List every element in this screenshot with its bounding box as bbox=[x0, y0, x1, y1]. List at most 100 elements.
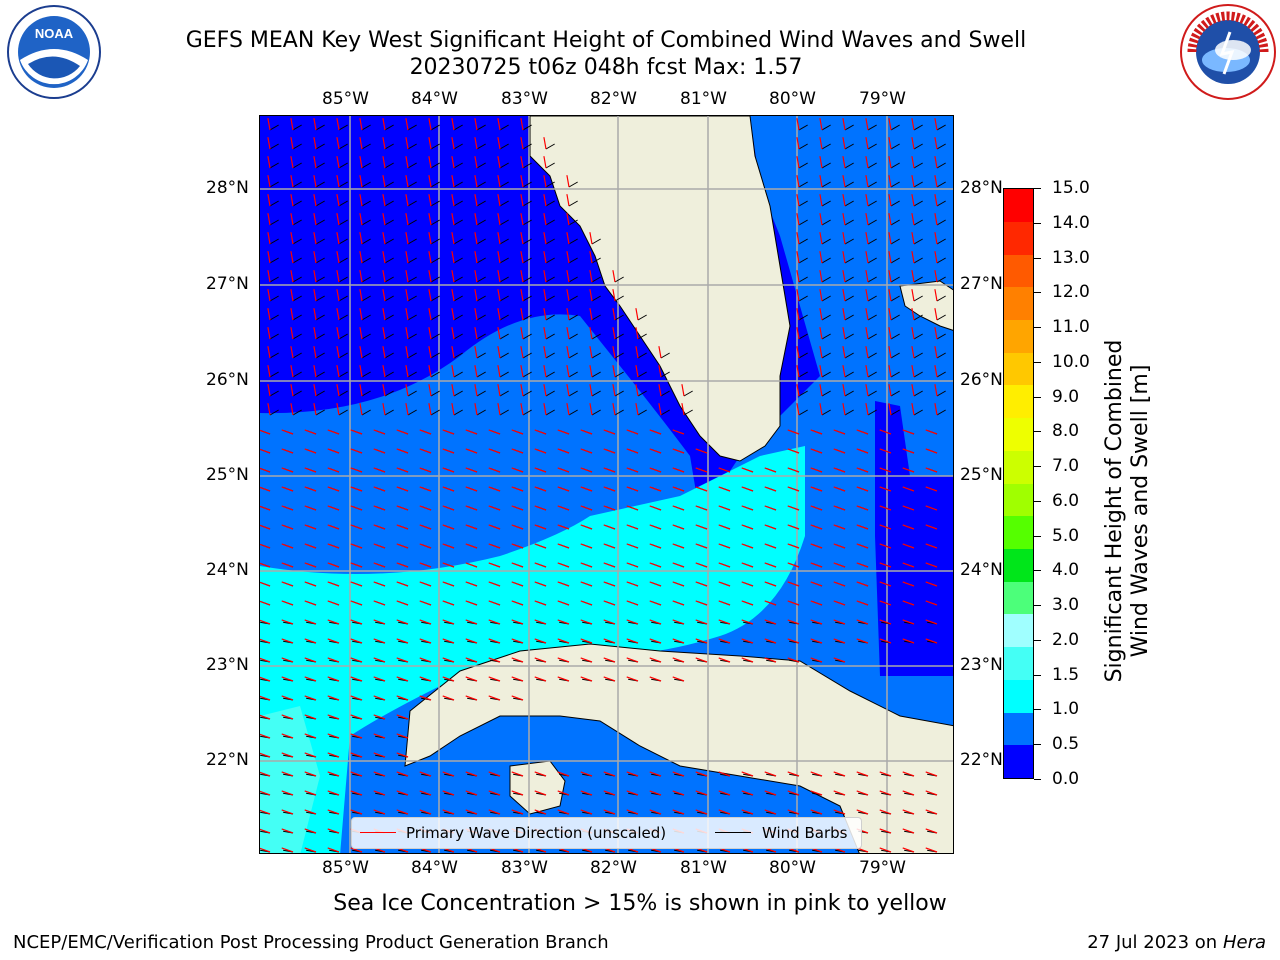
wind-barb bbox=[913, 409, 923, 416]
wave-direction-arrow bbox=[405, 346, 409, 359]
wind-barb bbox=[384, 276, 394, 283]
wave-direction-arrow bbox=[741, 657, 754, 663]
wave-direction-arrow bbox=[580, 809, 593, 815]
wave-direction-arrow bbox=[888, 308, 892, 321]
wave-direction-arrow bbox=[442, 448, 455, 454]
wave-direction-arrow bbox=[442, 809, 455, 815]
wave-direction-arrow bbox=[419, 448, 432, 454]
wind-barb bbox=[798, 143, 808, 150]
wave-direction-arrow bbox=[902, 486, 915, 492]
wave-direction-arrow bbox=[911, 327, 915, 340]
wave-direction-arrow bbox=[589, 346, 593, 359]
lat-tick-right: 24°N bbox=[960, 560, 1003, 580]
colorbar-segment bbox=[1004, 548, 1033, 582]
wave-direction-arrow bbox=[327, 429, 340, 435]
colorbar-segment bbox=[1004, 679, 1033, 713]
wave-direction-arrow bbox=[359, 232, 363, 245]
wave-direction-arrow bbox=[603, 486, 616, 492]
wind-barb bbox=[890, 238, 900, 245]
wave-direction-arrow bbox=[465, 771, 478, 777]
wave-direction-arrow bbox=[465, 638, 478, 644]
wave-direction-arrow bbox=[879, 809, 892, 815]
wind-barb bbox=[338, 200, 348, 207]
wave-direction-arrow bbox=[626, 581, 639, 587]
wave-direction-arrow bbox=[336, 327, 340, 340]
wave-direction-arrow bbox=[359, 270, 363, 283]
wave-direction-arrow bbox=[589, 251, 593, 264]
wave-direction-arrow bbox=[419, 486, 432, 492]
wave-direction-arrow bbox=[741, 581, 754, 587]
wind-barb bbox=[315, 276, 325, 283]
wave-direction-arrow bbox=[580, 505, 593, 511]
wind-barb bbox=[407, 181, 417, 188]
wind-barb bbox=[844, 333, 854, 340]
wind-barb bbox=[430, 200, 440, 207]
wave-direction-arrow bbox=[304, 790, 317, 796]
wave-direction-arrow bbox=[557, 448, 570, 454]
wave-direction-arrow bbox=[833, 600, 846, 606]
wind-barb bbox=[867, 219, 877, 226]
wave-direction-arrow bbox=[304, 524, 317, 530]
wave-direction-arrow bbox=[888, 384, 892, 397]
wave-direction-arrow bbox=[373, 543, 386, 549]
wave-direction-arrow bbox=[856, 790, 869, 796]
wave-direction-arrow bbox=[260, 847, 271, 853]
wave-direction-arrow bbox=[534, 524, 547, 530]
wind-barb bbox=[476, 181, 486, 188]
wave-direction-arrow bbox=[474, 213, 478, 226]
wave-direction-arrow bbox=[520, 213, 524, 226]
wave-direction-arrow bbox=[787, 638, 800, 644]
wave-direction-arrow bbox=[260, 790, 271, 796]
colorbar-tick-mark bbox=[1034, 257, 1041, 259]
wave-direction-arrow bbox=[350, 695, 363, 701]
wave-direction-arrow bbox=[511, 771, 524, 777]
wave-direction-arrow bbox=[787, 581, 800, 587]
wind-barb bbox=[890, 124, 900, 131]
wave-direction-arrow bbox=[589, 365, 593, 378]
wind-barb bbox=[867, 409, 877, 416]
wave-direction-arrow bbox=[350, 657, 363, 663]
wave-direction-arrow bbox=[543, 308, 547, 321]
wind-barb bbox=[568, 238, 578, 245]
wave-direction-arrow bbox=[511, 543, 524, 549]
wave-direction-arrow bbox=[488, 524, 501, 530]
lat-tick-left: 28°N bbox=[206, 178, 249, 198]
wave-direction-arrow bbox=[359, 289, 363, 302]
wind-barb bbox=[499, 181, 509, 188]
wave-direction-arrow bbox=[313, 289, 317, 302]
wind-barb bbox=[522, 409, 532, 416]
lat-tick-left: 23°N bbox=[206, 655, 249, 675]
wind-barb bbox=[522, 333, 532, 340]
wave-direction-arrow bbox=[810, 809, 823, 815]
wave-direction-arrow bbox=[888, 289, 892, 302]
wind-barb bbox=[890, 314, 900, 321]
wave-direction-arrow bbox=[382, 118, 386, 131]
wave-direction-arrow bbox=[934, 346, 938, 359]
wave-direction-arrow bbox=[267, 118, 271, 131]
wind-barb bbox=[913, 124, 923, 131]
wind-barb bbox=[407, 390, 417, 397]
wind-barb bbox=[315, 390, 325, 397]
wave-direction-arrow bbox=[819, 403, 823, 416]
wave-direction-arrow bbox=[566, 365, 570, 378]
wave-direction-arrow bbox=[488, 809, 501, 815]
lon-tick-bottom: 85°W bbox=[322, 858, 369, 878]
wave-direction-arrow bbox=[718, 790, 731, 796]
wave-direction-arrow bbox=[396, 505, 409, 511]
wave-direction-arrow bbox=[405, 384, 409, 397]
wave-direction-arrow bbox=[396, 448, 409, 454]
wave-direction-arrow bbox=[888, 156, 892, 169]
wave-direction-arrow bbox=[281, 486, 294, 492]
wave-direction-arrow bbox=[856, 467, 869, 473]
wave-direction-arrow bbox=[718, 771, 731, 777]
wind-barb bbox=[890, 409, 900, 416]
wind-barb bbox=[338, 219, 348, 226]
wind-barb bbox=[821, 238, 831, 245]
wave-direction-arrow bbox=[281, 695, 294, 701]
wave-direction-arrow bbox=[603, 448, 616, 454]
wind-barb bbox=[361, 219, 371, 226]
wave-direction-arrow bbox=[865, 156, 869, 169]
wave-direction-arrow bbox=[304, 600, 317, 606]
wave-direction-arrow bbox=[764, 486, 777, 492]
wave-direction-arrow bbox=[281, 543, 294, 549]
